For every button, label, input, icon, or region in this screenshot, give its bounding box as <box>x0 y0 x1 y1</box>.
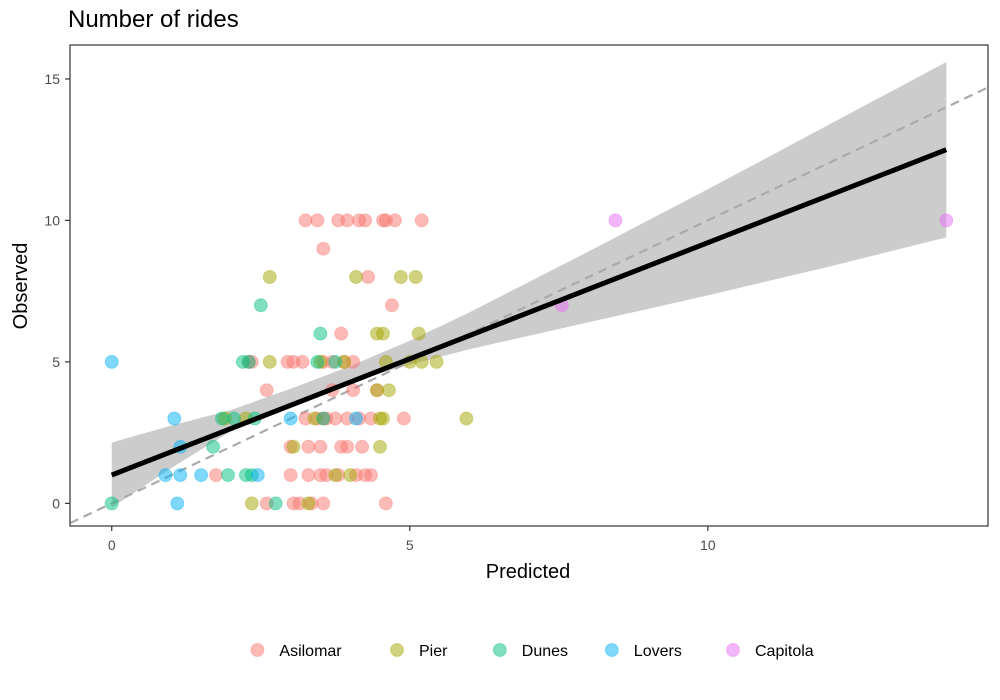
axes-layer: 0 5 10 0 5 10 15 <box>44 71 715 553</box>
data-point-asilomar <box>340 213 355 228</box>
data-point-pier <box>370 383 384 398</box>
data-point-asilomar <box>378 496 393 511</box>
data-point-pier <box>262 354 277 369</box>
data-point-asilomar <box>334 326 349 341</box>
data-point-dunes <box>316 411 331 426</box>
y-axis-title: Observed <box>10 243 32 330</box>
data-point-asilomar <box>387 213 402 228</box>
data-point-asilomar <box>355 439 370 454</box>
data-point-asilomar <box>259 383 274 398</box>
data-point-asilomar <box>298 213 313 228</box>
data-point-pier <box>343 468 358 483</box>
legend-swatch-dunes <box>492 643 507 657</box>
data-point-capitola <box>608 213 623 228</box>
data-point-dunes <box>206 439 221 454</box>
data-point-pier <box>411 326 426 341</box>
confidence-band <box>111 62 947 508</box>
data-point-dunes <box>221 468 235 483</box>
x-tick-label: 5 <box>406 537 414 553</box>
data-point-lovers <box>349 411 364 426</box>
data-point-pier <box>381 383 396 398</box>
data-point-pier <box>459 411 474 426</box>
data-point-dunes <box>215 411 229 426</box>
regression-fit-line <box>110 147 948 478</box>
x-tick-label: 0 <box>108 537 116 553</box>
y-tick-label: 15 <box>44 71 60 87</box>
y-tick-label: 0 <box>52 495 60 511</box>
data-point-asilomar <box>346 383 361 398</box>
x-tick-label: 10 <box>700 537 716 553</box>
legend-label-capitola: Capitola <box>755 643 814 660</box>
data-point-pier <box>262 270 277 284</box>
data-point-pier <box>286 439 301 454</box>
data-point-asilomar <box>414 213 429 228</box>
data-point-lovers <box>158 468 173 483</box>
legend-label-pier: Pier <box>419 643 448 660</box>
data-point-dunes <box>241 354 256 369</box>
data-point-dunes <box>253 298 268 313</box>
data-point-lovers <box>194 468 209 483</box>
data-point-pier <box>429 354 444 369</box>
legend-label-lovers: Lovers <box>634 643 682 660</box>
data-point-pier <box>376 411 390 426</box>
data-point-pier <box>328 468 343 483</box>
data-point-lovers <box>170 496 185 511</box>
legend-swatch-pier <box>390 643 404 657</box>
data-point-dunes <box>328 354 343 369</box>
data-point-asilomar <box>295 354 310 369</box>
legend-label-asilomar: Asilomar <box>279 643 342 660</box>
data-point-dunes <box>268 496 283 511</box>
data-point-asilomar <box>313 439 328 454</box>
data-point-dunes <box>313 326 328 341</box>
data-point-asilomar <box>301 439 316 454</box>
legend-label-dunes: Dunes <box>522 643 568 660</box>
y-tick-label: 10 <box>44 212 60 228</box>
data-point-asilomar <box>358 213 373 228</box>
data-point-asilomar <box>361 270 376 284</box>
data-point-asilomar <box>310 213 325 228</box>
data-point-lovers <box>104 354 119 369</box>
data-point-dunes <box>104 496 119 511</box>
data-point-asilomar <box>209 468 223 483</box>
data-point-lovers <box>283 411 298 426</box>
data-point-pier <box>349 270 364 284</box>
x-axis-title: Predicted <box>486 561 571 583</box>
data-point-pier <box>373 439 387 454</box>
data-point-pier <box>393 270 408 284</box>
data-point-dunes <box>310 354 325 369</box>
data-point-pier <box>244 496 259 511</box>
plot-panel-border <box>69 44 989 527</box>
data-point-capitola <box>939 213 954 228</box>
confidence-band-layer <box>111 62 947 508</box>
chart-title: Number of rides <box>68 6 239 33</box>
data-point-pier <box>301 496 316 511</box>
data-point-pier <box>376 326 390 341</box>
data-point-lovers <box>250 468 265 483</box>
legend-swatch-capitola <box>726 643 740 657</box>
data-point-asilomar <box>364 468 378 483</box>
data-point-asilomar <box>340 439 355 454</box>
data-point-asilomar <box>316 241 331 256</box>
identity-line-layer <box>70 86 988 525</box>
data-point-asilomar <box>396 411 411 426</box>
data-point-asilomar <box>283 468 298 483</box>
data-points-layer <box>104 213 954 511</box>
data-point-asilomar <box>328 411 343 426</box>
data-point-pier <box>408 270 423 284</box>
data-point-asilomar <box>301 468 316 483</box>
fit-line-layer <box>110 147 948 478</box>
data-point-asilomar <box>316 496 331 511</box>
legend: Asilomar Pier Dunes Lovers Capitola <box>250 643 814 660</box>
legend-swatch-asilomar <box>250 643 265 657</box>
data-point-asilomar <box>384 298 399 313</box>
y-tick-label: 5 <box>52 354 60 370</box>
data-point-lovers <box>167 411 182 426</box>
legend-swatch-lovers <box>604 643 619 657</box>
identity-reference-line <box>70 86 988 525</box>
data-point-lovers <box>173 468 188 483</box>
